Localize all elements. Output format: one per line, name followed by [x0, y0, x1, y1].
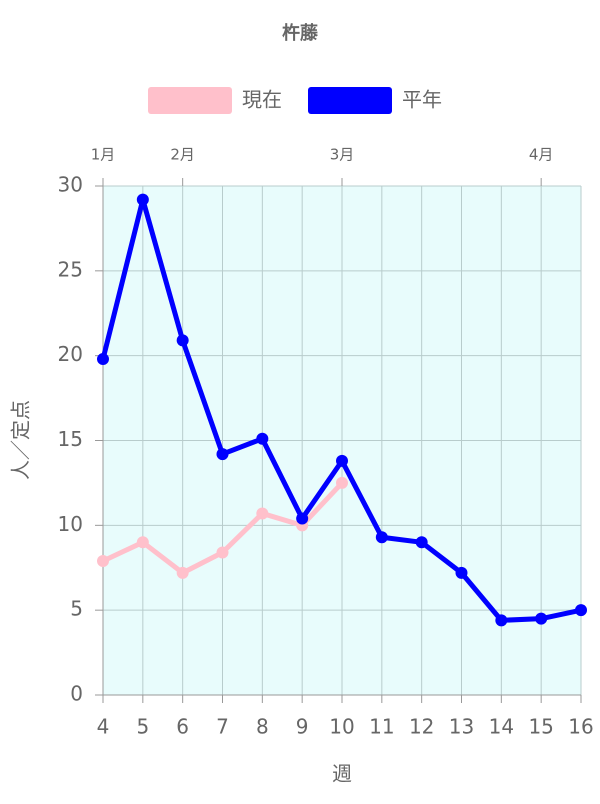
data-point — [375, 531, 388, 544]
data-point — [296, 512, 309, 525]
data-point — [256, 432, 269, 445]
x-tick-label: 7 — [216, 715, 229, 739]
x-tick-label: 11 — [369, 715, 394, 739]
data-point — [136, 536, 149, 549]
data-point — [136, 193, 149, 206]
x-tick-label: 12 — [409, 715, 434, 739]
x-tick-label: 10 — [329, 715, 354, 739]
data-point — [336, 476, 348, 489]
x-tick-label: 6 — [176, 715, 189, 739]
x-tick-label: 8 — [256, 715, 269, 739]
data-point — [176, 334, 189, 347]
data-point — [97, 353, 109, 366]
x-tick-label: 4 — [97, 715, 110, 739]
chart-title: 杵藤 — [282, 22, 319, 44]
legend-label: 平年 — [402, 88, 442, 112]
y-tick-label: 20 — [58, 342, 83, 366]
x-tick-label: 15 — [528, 715, 553, 739]
x2-tick-label: 4月 — [529, 146, 554, 164]
data-point — [176, 566, 189, 579]
y-tick-label: 10 — [58, 512, 83, 536]
data-point — [216, 546, 229, 559]
y-tick-label: 5 — [70, 597, 83, 621]
data-point — [97, 554, 109, 567]
x-tick-label: 16 — [568, 715, 593, 739]
y-tick-label: 30 — [58, 173, 83, 197]
x2-tick-label: 2月 — [170, 146, 195, 164]
data-point — [415, 536, 428, 549]
x-tick-label: 14 — [489, 715, 514, 739]
x2-tick-label: 1月 — [91, 146, 116, 164]
x2-tick-label: 3月 — [330, 146, 355, 164]
x-tick-label: 9 — [296, 715, 309, 739]
y-axis-label: 人／定点 — [9, 400, 33, 480]
data-point — [495, 614, 508, 627]
legend-swatch — [148, 87, 232, 114]
x-tick-label: 13 — [449, 715, 474, 739]
data-point — [216, 448, 229, 461]
x-tick-label: 5 — [136, 715, 149, 739]
y-tick-label: 0 — [70, 682, 83, 706]
y-tick-label: 15 — [58, 427, 83, 451]
data-point — [575, 604, 587, 617]
legend-swatch — [308, 87, 392, 114]
data-point — [256, 507, 269, 520]
data-point — [455, 566, 468, 579]
y-tick-label: 25 — [58, 257, 83, 281]
data-point — [336, 454, 348, 467]
legend-label: 現在 — [242, 88, 282, 112]
x-axis-label: 週 — [332, 762, 352, 786]
data-point — [535, 612, 548, 625]
